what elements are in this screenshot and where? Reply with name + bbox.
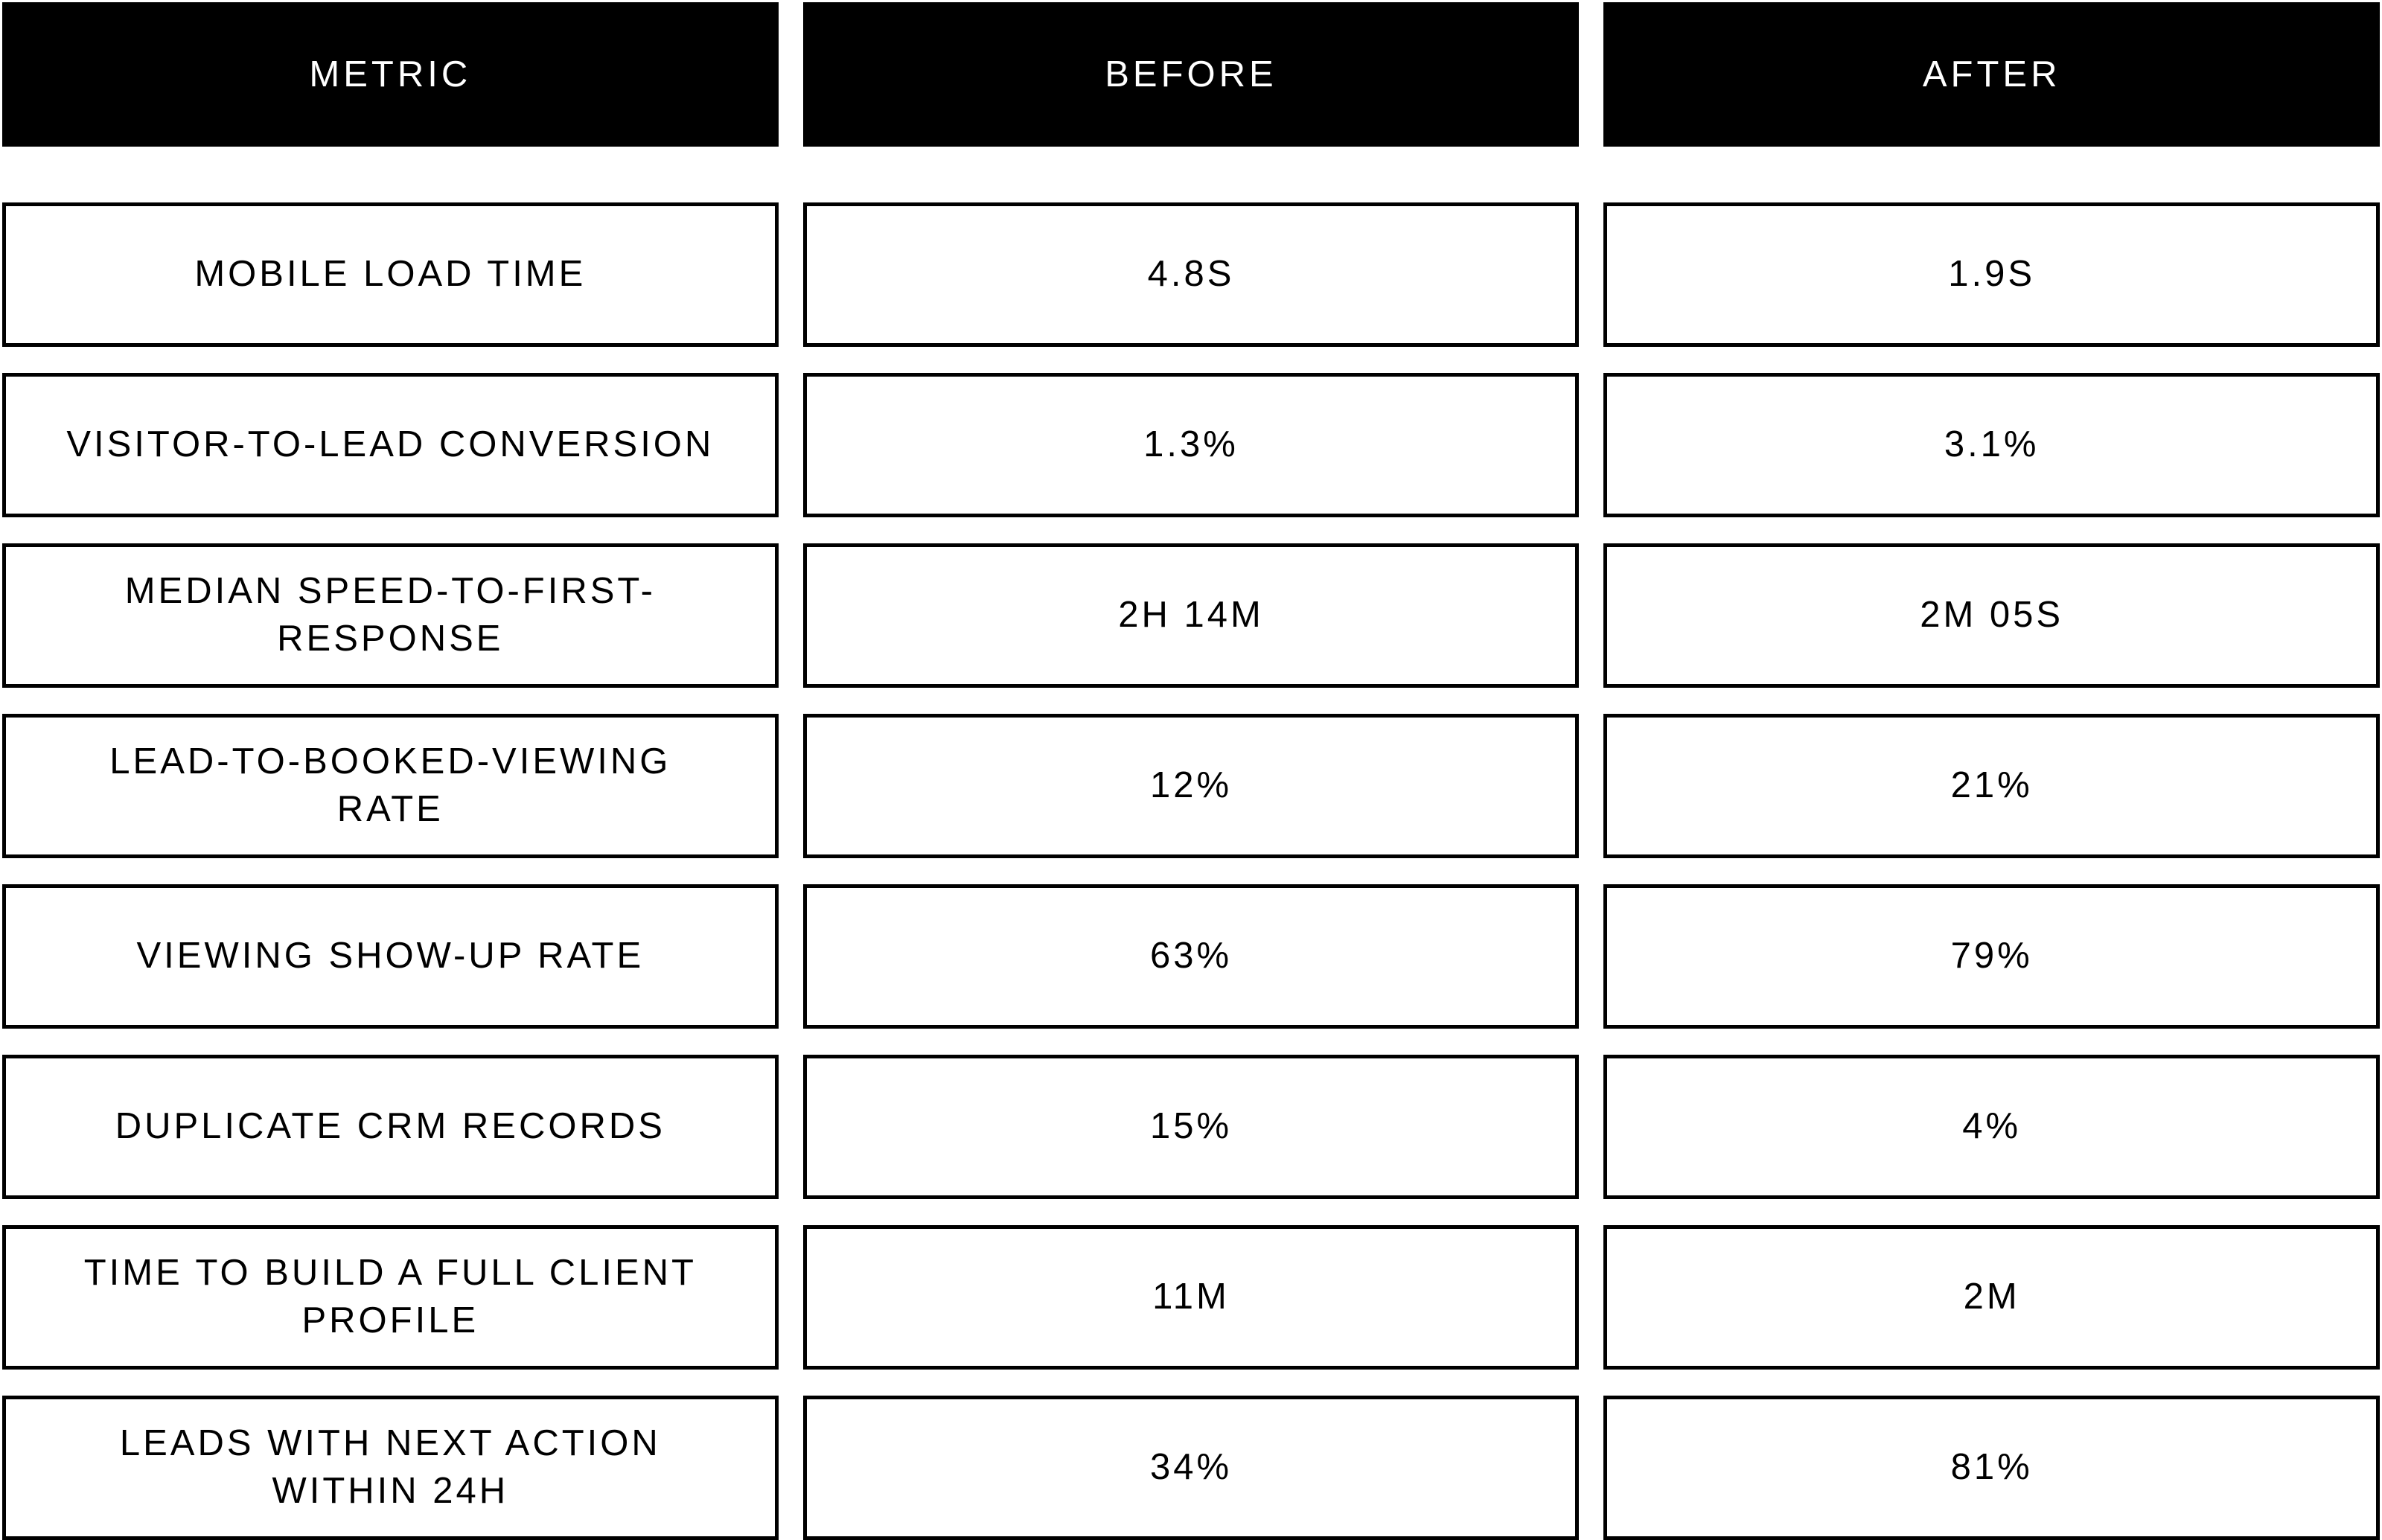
after-value: 1.9S <box>1948 254 2036 295</box>
after-cell-mobile-load-time: 1.9S <box>1603 202 2380 347</box>
metric-label: VIEWING SHOW-UP RATE <box>136 936 645 977</box>
after-value: 81% <box>1950 1447 2033 1488</box>
after-value: 21% <box>1950 765 2033 806</box>
after-cell-leads-with-next-action-within-24h: 81% <box>1603 1396 2380 1540</box>
before-value: 1.3% <box>1143 424 1239 465</box>
metric-label: LEADS WITH NEXT ACTION WITHIN 24H <box>119 1423 661 1511</box>
metric-cell-mobile-load-time: MOBILE LOAD TIME <box>2 202 779 347</box>
metric-label: LEAD-TO-BOOKED-VIEWING RATE <box>109 741 671 829</box>
metric-cell-lead-to-booked-viewing-rate: LEAD-TO-BOOKED-VIEWING RATE <box>2 714 779 858</box>
column-header-metric: METRIC <box>2 2 779 147</box>
metric-cell-viewing-show-up-rate: VIEWING SHOW-UP RATE <box>2 884 779 1029</box>
before-cell-median-speed-to-first-response: 2H 14M <box>802 543 1580 688</box>
column-header-before-label: BEFORE <box>1105 54 1277 95</box>
before-cell-duplicate-crm-records: 15% <box>802 1055 1580 1199</box>
after-cell-visitor-to-lead-conversion: 3.1% <box>1603 373 2380 517</box>
column-header-after-label: AFTER <box>1922 54 2061 95</box>
after-value: 2M 05S <box>1920 595 2064 636</box>
metric-cell-time-to-build-full-client-profile: TIME TO BUILD A FULL CLIENT PROFILE <box>2 1225 779 1370</box>
metric-cell-median-speed-to-first-response: MEDIAN SPEED-TO-FIRST-RESPONSE <box>2 543 779 688</box>
metric-label: VISITOR-TO-LEAD CONVERSION <box>66 424 715 465</box>
before-value: 2H 14M <box>1118 595 1264 636</box>
after-value: 2M <box>1963 1277 2020 1317</box>
metric-cell-duplicate-crm-records: DUPLICATE CRM RECORDS <box>2 1055 779 1199</box>
before-cell-lead-to-booked-viewing-rate: 12% <box>802 714 1580 858</box>
before-cell-visitor-to-lead-conversion: 1.3% <box>802 373 1580 517</box>
after-value: 79% <box>1950 936 2033 977</box>
table-header-row: METRIC BEFORE AFTER <box>2 2 2380 147</box>
before-cell-leads-with-next-action-within-24h: 34% <box>802 1396 1580 1540</box>
before-value: 12% <box>1149 765 1233 806</box>
metric-label: TIME TO BUILD A FULL CLIENT PROFILE <box>83 1253 697 1341</box>
before-value: 15% <box>1149 1106 1233 1147</box>
after-cell-median-speed-to-first-response: 2M 05S <box>1603 543 2380 688</box>
table-body: MOBILE LOAD TIME 4.8S 1.9S VISITOR-TO-LE… <box>2 202 2380 1540</box>
column-header-before: BEFORE <box>802 2 1580 147</box>
before-cell-time-to-build-full-client-profile: 11M <box>802 1225 1580 1370</box>
metric-cell-leads-with-next-action-within-24h: LEADS WITH NEXT ACTION WITHIN 24H <box>2 1396 779 1540</box>
after-value: 4% <box>1962 1106 2022 1147</box>
metric-label: MOBILE LOAD TIME <box>194 254 587 295</box>
before-cell-mobile-load-time: 4.8S <box>802 202 1580 347</box>
metric-label: MEDIAN SPEED-TO-FIRST-RESPONSE <box>124 571 656 659</box>
before-value: 63% <box>1149 936 1233 977</box>
after-cell-time-to-build-full-client-profile: 2M <box>1603 1225 2380 1370</box>
after-cell-viewing-show-up-rate: 79% <box>1603 884 2380 1029</box>
after-cell-lead-to-booked-viewing-rate: 21% <box>1603 714 2380 858</box>
column-header-after: AFTER <box>1603 2 2380 147</box>
before-cell-viewing-show-up-rate: 63% <box>802 884 1580 1029</box>
column-header-metric-label: METRIC <box>309 54 472 95</box>
metric-label: DUPLICATE CRM RECORDS <box>115 1106 665 1147</box>
before-value: 34% <box>1149 1447 1233 1488</box>
after-cell-duplicate-crm-records: 4% <box>1603 1055 2380 1199</box>
before-value: 11M <box>1152 1277 1230 1317</box>
before-value: 4.8S <box>1147 254 1235 295</box>
after-value: 3.1% <box>1944 424 2040 465</box>
metric-cell-visitor-to-lead-conversion: VISITOR-TO-LEAD CONVERSION <box>2 373 779 517</box>
